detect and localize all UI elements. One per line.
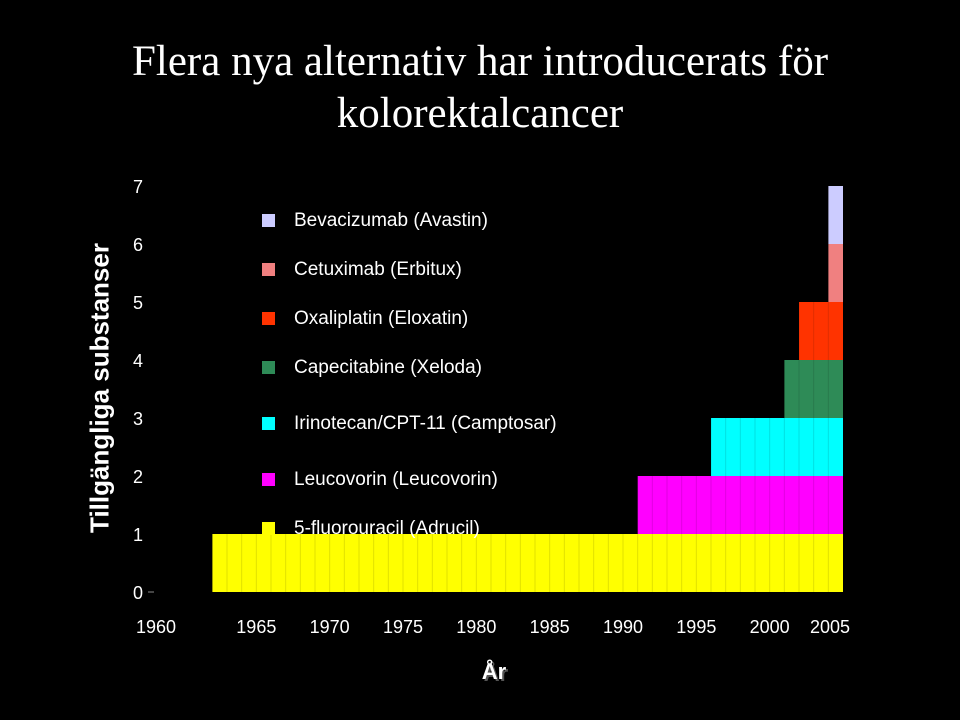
legend-label: Oxaliplatin (Eloxatin): [294, 307, 469, 329]
x-tick-label: 1975: [383, 617, 423, 637]
legend-item: Oxaliplatin (Eloxatin): [262, 294, 557, 343]
y-tick-label: 2: [133, 467, 143, 487]
y-tick-label: 6: [133, 235, 143, 255]
legend: Bevacizumab (Avastin) Cetuximab (Erbitux)…: [262, 196, 557, 553]
x-tick-label: 1980: [456, 617, 496, 637]
x-tick-label: 1985: [530, 617, 570, 637]
bar-1: [828, 186, 843, 244]
y-tick-label: 1: [133, 525, 143, 545]
y-tick-label: 7: [133, 177, 143, 197]
title-line-2: kolorektalcancer: [336, 90, 624, 137]
legend-swatch: [262, 417, 275, 430]
legend-item: Leucovorin (Leucovorin): [262, 455, 557, 504]
bar-7: [212, 534, 844, 592]
x-axis-label: År: [481, 659, 507, 684]
bar-4: [784, 360, 843, 418]
legend-item: 5-fluorouracil (Adrucil): [262, 504, 557, 553]
legend-swatch: [262, 361, 275, 374]
legend-swatch: [262, 263, 275, 276]
legend-label: Irinotecan/CPT-11 (Camptosar): [294, 412, 557, 434]
legend-label: 5-fluorouracil (Adrucil): [294, 517, 480, 539]
bar-3: [799, 302, 843, 360]
slide-title: Flera nya alternativ har introducerats f…: [0, 36, 960, 140]
x-tick-label: 2000: [750, 617, 790, 637]
x-tick-label: 2005: [810, 617, 850, 637]
legend-swatch: [262, 214, 275, 227]
y-tick-label: 0: [133, 583, 143, 603]
legend-label: Capecitabine (Xeloda): [294, 356, 483, 378]
legend-label: Cetuximab (Erbitux): [294, 258, 462, 280]
bar-2: [828, 244, 843, 302]
x-tick-label: 1995: [676, 617, 716, 637]
legend-label: Leucovorin (Leucovorin): [294, 468, 498, 490]
legend-label: Bevacizumab (Avastin): [294, 209, 488, 231]
x-tick-label: 1990: [603, 617, 643, 637]
legend-item: Capecitabine (Xeloda): [262, 343, 557, 392]
y-tick-label: 5: [133, 293, 143, 313]
legend-swatch: [262, 312, 275, 325]
legend-swatch: [262, 522, 275, 535]
y-tick-label: 4: [133, 351, 143, 371]
x-tick-label: 1960: [136, 617, 176, 637]
bar-6: [637, 476, 843, 534]
legend-item: Cetuximab (Erbitux): [262, 245, 557, 294]
legend-item: Irinotecan/CPT-11 (Camptosar): [262, 392, 557, 455]
title-line-1: Flera nya alternativ har introducerats f…: [131, 38, 829, 85]
legend-item: Bevacizumab (Avastin): [262, 196, 557, 245]
bar-5: [711, 418, 843, 476]
x-tick-label: 1970: [310, 617, 350, 637]
legend-swatch: [262, 473, 275, 486]
x-tick-label: 1965: [236, 617, 276, 637]
y-tick-label: 3: [133, 409, 143, 429]
y-axis-label: Tillgängliga substanser: [84, 243, 115, 533]
